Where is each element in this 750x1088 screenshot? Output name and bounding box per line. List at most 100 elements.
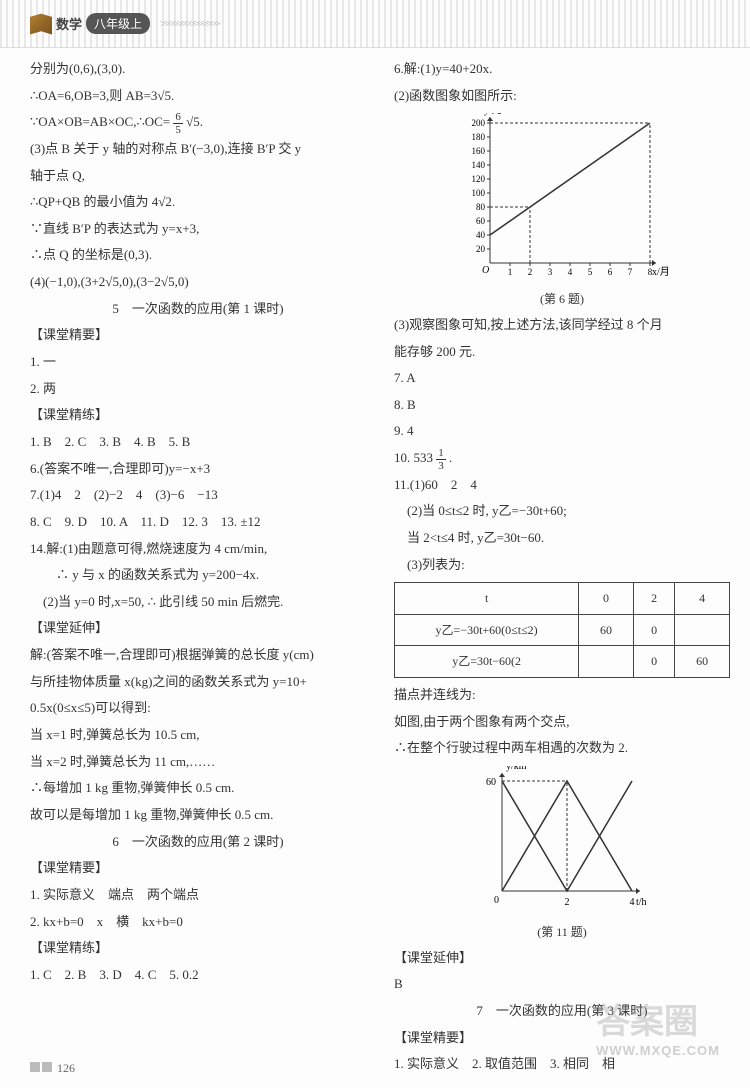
text-line: (2)当 y=0 时,x=50, ∴ 此引线 50 min 后燃完. (30, 589, 366, 616)
svg-text:180: 180 (472, 132, 486, 142)
right-column: 6.解:(1)y=40+20x. (2)函数图象如图所示: 2040608010… (394, 56, 730, 1078)
text-line: 7.(1)4 2 (2)−2 4 (3)−6 −13 (30, 482, 366, 509)
text-line: ∴点 Q 的坐标是(0,3). (30, 242, 366, 269)
svg-text:80: 80 (476, 202, 486, 212)
text-line: 10. 533 13 . (394, 445, 730, 472)
svg-text:7: 7 (628, 267, 633, 277)
left-column: 分别为(0,6),(3,0). ∴OA=6,OB=3,则 AB=3√5. ∵OA… (30, 56, 366, 1078)
svg-text:0: 0 (494, 895, 499, 906)
chart-caption: (第 6 题) (394, 287, 730, 312)
text-line: ∴每增加 1 kg 重物,弹簧伸长 0.5 cm. (30, 775, 366, 802)
section-title: 6 一次函数的应用(第 2 课时) (30, 829, 366, 856)
content-columns: 分别为(0,6),(3,0). ∴OA=6,OB=3,则 AB=3√5. ∵OA… (0, 48, 750, 1078)
text-line: 当 x=1 时,弹簧总长为 10.5 cm, (30, 722, 366, 749)
svg-text:4: 4 (630, 897, 635, 908)
text-line: 分别为(0,6),(3,0). (30, 56, 366, 83)
svg-text:120: 120 (472, 174, 486, 184)
seg: √5. (186, 114, 203, 129)
svg-text:60: 60 (486, 777, 496, 788)
text-line: 能存够 200 元. (394, 339, 730, 366)
heading: 【课堂延伸】 (394, 945, 730, 972)
text-line: 描点并连线为: (394, 682, 730, 709)
svg-text:140: 140 (472, 160, 486, 170)
svg-text:3: 3 (548, 267, 553, 277)
svg-text:160: 160 (472, 146, 486, 156)
chart-caption: (第 11 题) (394, 920, 730, 945)
text-line: 2. kx+b=0 x 横 kx+b=0 (30, 909, 366, 936)
text-line: (3)点 B 关于 y 轴的对称点 B′(−3,0),连接 B′P 交 y (30, 136, 366, 163)
watermark-main: 答案圈 (596, 1003, 698, 1041)
text-line: ∴ y 与 x 的函数关系式为 y=200−4x. (30, 562, 366, 589)
svg-text:1: 1 (508, 267, 513, 277)
page-number-value: 126 (57, 1061, 75, 1075)
svg-text:40: 40 (476, 230, 486, 240)
heading: 【课堂精要】 (30, 322, 366, 349)
svg-text:x/月: x/月 (652, 266, 670, 278)
text-line: 当 2<t≤4 时, y乙=30t−60. (394, 525, 730, 552)
watermark-sub: WWW.MXQE.COM (596, 1043, 720, 1058)
text-line: 当 x=2 时,弹簧总长为 11 cm,…… (30, 749, 366, 776)
svg-text:y/km: y/km (506, 766, 527, 772)
subject-label: 数学 (56, 14, 82, 33)
text-line: 9. 4 (394, 418, 730, 445)
text-line: 2. 两 (30, 376, 366, 403)
svg-text:6: 6 (608, 267, 613, 277)
book-icon (30, 13, 52, 35)
svg-text:100: 100 (472, 188, 486, 198)
text-line: 与所挂物体质量 x(kg)之间的函数关系式为 y=10+ (30, 669, 366, 696)
text-line: 11.(1)60 2 4 (394, 472, 730, 499)
text-line: ∵直线 B′P 的表达式为 y=x+3, (30, 216, 366, 243)
svg-text:5: 5 (588, 267, 593, 277)
fraction: 65 (173, 111, 183, 136)
text-line: 1. C 2. B 3. D 4. C 5. 0.2 (30, 962, 366, 989)
svg-text:2: 2 (528, 267, 533, 277)
text-line: 轴于点 Q, (30, 163, 366, 190)
seg: ∵OA×OB=AB×OC,∴OC= (30, 114, 170, 129)
text-line: 1. 实际意义 端点 两个端点 (30, 882, 366, 909)
heading: 【课堂精练】 (30, 402, 366, 429)
page-marker-icon (30, 1062, 40, 1072)
text-line: (3)观察图象可知,按上述方法,该同学经过 8 个月 (394, 312, 730, 339)
heading: 【课堂精练】 (30, 935, 366, 962)
text-line: 7. A (394, 365, 730, 392)
text-line: 14.解:(1)由题意可得,燃烧速度为 4 cm/min, (30, 536, 366, 563)
svg-text:y/元: y/元 (484, 113, 502, 116)
text-line: 0.5x(0≤x≤5)可以得到: (30, 695, 366, 722)
text-line: ∴在整个行驶过程中两车相遇的次数为 2. (394, 735, 730, 762)
text-line: ∵OA×OB=AB×OC,∴OC= 65 √5. (30, 109, 366, 136)
section-title: 5 一次函数的应用(第 1 课时) (30, 296, 366, 323)
text-line: 解:(答案不唯一,合理即可)根据弹簧的总长度 y(cm) (30, 642, 366, 669)
chart-q11: y/km t/h 0 60 2 4 (462, 766, 662, 916)
heading: 【课堂精要】 (30, 855, 366, 882)
svg-text:2: 2 (565, 897, 570, 908)
page-number: 126 (30, 1061, 75, 1076)
den: 5 (173, 124, 183, 136)
svg-text:20: 20 (476, 244, 486, 254)
header-badge: 数学 八年级上 >>>>>>>>>>>>>> (30, 13, 219, 35)
den: 3 (436, 460, 446, 472)
page-marker-icon (42, 1062, 52, 1072)
text-line: ∴QP+QB 的最小值为 4√2. (30, 189, 366, 216)
text-line: 故可以是每增加 1 kg 重物,弹簧伸长 0.5 cm. (30, 802, 366, 829)
num: 6 (173, 111, 183, 124)
svg-text:200: 200 (472, 118, 486, 128)
text-line: 6.(答案不唯一,合理即可)y=−x+3 (30, 456, 366, 483)
text-line: (4)(−1,0),(3+2√5,0),(3−2√5,0) (30, 269, 366, 296)
text-line: ∴OA=6,OB=3,则 AB=3√5. (30, 83, 366, 110)
seg: . (449, 450, 452, 465)
heading: 【课堂延伸】 (30, 615, 366, 642)
svg-text:60: 60 (476, 216, 486, 226)
svg-text:4: 4 (568, 267, 573, 277)
svg-text:O: O (482, 265, 489, 276)
text-line: (2)当 0≤t≤2 时, y乙=−30t+60; (394, 498, 730, 525)
grade-pill: 八年级上 (86, 13, 150, 34)
fraction: 13 (436, 447, 446, 472)
svg-text:t/h: t/h (636, 897, 647, 908)
num: 1 (436, 447, 446, 460)
chevron-decor: >>>>>>>>>>>>>> (160, 18, 219, 30)
text-line: 8. C 9. D 10. A 11. D 12. 3 13. ±12 (30, 509, 366, 536)
seg: 10. 533 (394, 450, 433, 465)
text-line: 1. B 2. C 3. B 4. B 5. B (30, 429, 366, 456)
chart-q6: 2040608010012014016018020012345678Oy/元x/… (452, 113, 672, 283)
text-line: 8. B (394, 392, 730, 419)
